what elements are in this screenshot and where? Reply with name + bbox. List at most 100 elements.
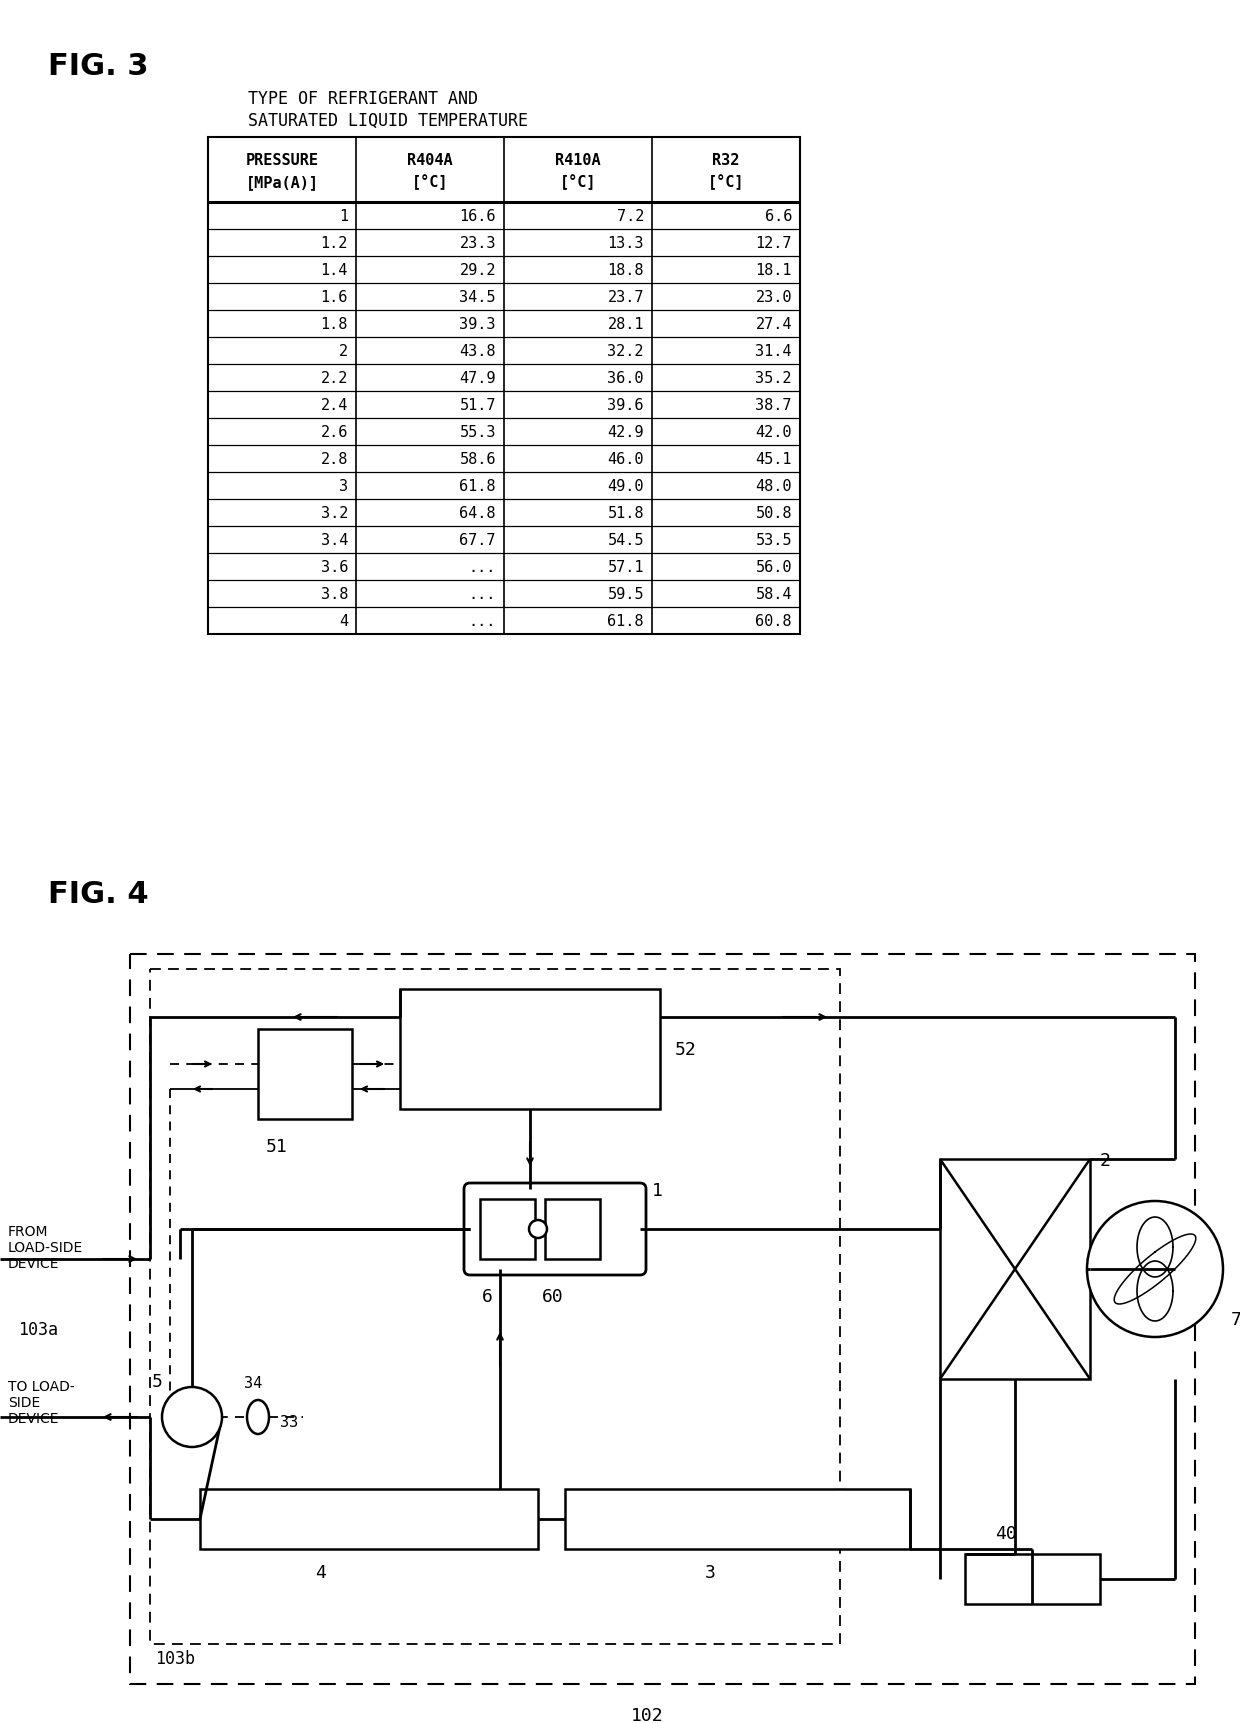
Text: R410A: R410A — [556, 153, 601, 167]
Text: 1.4: 1.4 — [321, 264, 348, 277]
Text: 29.2: 29.2 — [460, 264, 496, 277]
Text: 51: 51 — [267, 1137, 288, 1156]
Text: 4: 4 — [339, 613, 348, 629]
Text: 46.0: 46.0 — [608, 451, 644, 467]
Text: 3.6: 3.6 — [321, 560, 348, 575]
Text: 2: 2 — [339, 345, 348, 358]
Bar — [258, 1029, 352, 1120]
Text: TO LOAD-
SIDE
DEVICE: TO LOAD- SIDE DEVICE — [7, 1378, 74, 1425]
Text: 49.0: 49.0 — [608, 479, 644, 495]
Text: 61.8: 61.8 — [608, 613, 644, 629]
Circle shape — [162, 1387, 222, 1447]
Text: FIG. 3: FIG. 3 — [48, 52, 149, 81]
Text: R32: R32 — [712, 153, 740, 167]
Text: 7.2: 7.2 — [616, 208, 644, 224]
Text: 48.0: 48.0 — [755, 479, 792, 495]
Text: 35.2: 35.2 — [755, 370, 792, 386]
Bar — [150, 970, 839, 1644]
Text: 1: 1 — [652, 1182, 663, 1199]
Ellipse shape — [247, 1401, 269, 1434]
Bar — [565, 1489, 910, 1549]
Text: 31.4: 31.4 — [755, 345, 792, 358]
Circle shape — [529, 1220, 547, 1239]
Text: 16.6: 16.6 — [460, 208, 496, 224]
Text: FIG. 4: FIG. 4 — [48, 879, 149, 908]
Text: R404A: R404A — [407, 153, 453, 167]
Text: 3.4: 3.4 — [321, 532, 348, 548]
Text: 34: 34 — [244, 1375, 262, 1390]
Text: 43.8: 43.8 — [460, 345, 496, 358]
Bar — [480, 1199, 534, 1260]
Text: 23.0: 23.0 — [755, 289, 792, 305]
Text: 103a: 103a — [19, 1320, 58, 1339]
Text: 23.3: 23.3 — [460, 236, 496, 252]
Text: 1.8: 1.8 — [321, 317, 348, 333]
Text: 2.4: 2.4 — [321, 398, 348, 414]
Bar — [546, 1199, 600, 1260]
Text: 18.1: 18.1 — [755, 264, 792, 277]
Text: FROM
LOAD-SIDE
DEVICE: FROM LOAD-SIDE DEVICE — [7, 1225, 83, 1270]
Text: TYPE OF REFRIGERANT AND: TYPE OF REFRIGERANT AND — [248, 90, 477, 109]
Text: 47.9: 47.9 — [460, 370, 496, 386]
Text: 13.3: 13.3 — [608, 236, 644, 252]
Text: PRESSURE: PRESSURE — [246, 153, 319, 167]
Text: 39.3: 39.3 — [460, 317, 496, 333]
Text: 59.5: 59.5 — [608, 586, 644, 601]
Text: 64.8: 64.8 — [460, 507, 496, 520]
Text: 12.7: 12.7 — [755, 236, 792, 252]
Text: 2.2: 2.2 — [321, 370, 348, 386]
Text: 53.5: 53.5 — [755, 532, 792, 548]
Text: 1.2: 1.2 — [321, 236, 348, 252]
Text: [MPa(A)]: [MPa(A)] — [246, 176, 319, 190]
Text: 38.7: 38.7 — [755, 398, 792, 414]
Text: 51.7: 51.7 — [460, 398, 496, 414]
Bar — [965, 1554, 1100, 1604]
Text: 1: 1 — [339, 208, 348, 224]
Text: 4: 4 — [315, 1563, 326, 1582]
Text: 2.6: 2.6 — [321, 426, 348, 439]
Text: 28.1: 28.1 — [608, 317, 644, 333]
FancyBboxPatch shape — [464, 1184, 646, 1275]
Text: 54.5: 54.5 — [608, 532, 644, 548]
Text: 45.1: 45.1 — [755, 451, 792, 467]
Text: 6.6: 6.6 — [765, 208, 792, 224]
Text: 39.6: 39.6 — [608, 398, 644, 414]
Text: 1.6: 1.6 — [321, 289, 348, 305]
Text: 42.9: 42.9 — [608, 426, 644, 439]
Text: ...: ... — [469, 560, 496, 575]
Bar — [940, 1160, 1090, 1378]
Text: 67.7: 67.7 — [460, 532, 496, 548]
Text: 5: 5 — [153, 1372, 162, 1390]
Text: [°C]: [°C] — [708, 174, 744, 190]
Text: 32.2: 32.2 — [608, 345, 644, 358]
Text: 3: 3 — [706, 1563, 715, 1582]
Text: 57.1: 57.1 — [608, 560, 644, 575]
Text: 33: 33 — [280, 1415, 299, 1430]
Text: 52: 52 — [675, 1041, 697, 1058]
Text: 55.3: 55.3 — [460, 426, 496, 439]
Text: 58.6: 58.6 — [460, 451, 496, 467]
Text: 103b: 103b — [155, 1649, 195, 1668]
Bar — [401, 989, 660, 1110]
Text: 2.8: 2.8 — [321, 451, 348, 467]
Text: 23.7: 23.7 — [608, 289, 644, 305]
Text: 60.8: 60.8 — [755, 613, 792, 629]
Text: 18.8: 18.8 — [608, 264, 644, 277]
Circle shape — [1087, 1201, 1223, 1337]
Text: 61.8: 61.8 — [460, 479, 496, 495]
Text: 42.0: 42.0 — [755, 426, 792, 439]
Text: 58.4: 58.4 — [755, 586, 792, 601]
Text: 7: 7 — [1231, 1309, 1240, 1328]
Text: 3.8: 3.8 — [321, 586, 348, 601]
Text: 2: 2 — [1100, 1151, 1111, 1170]
Text: ...: ... — [469, 613, 496, 629]
Text: 56.0: 56.0 — [755, 560, 792, 575]
Bar — [130, 955, 1195, 1683]
Text: [°C]: [°C] — [412, 174, 448, 190]
Bar — [208, 138, 800, 634]
Text: 34.5: 34.5 — [460, 289, 496, 305]
Text: ...: ... — [469, 586, 496, 601]
Text: SATURATED LIQUID TEMPERATURE: SATURATED LIQUID TEMPERATURE — [248, 112, 528, 129]
Text: 50.8: 50.8 — [755, 507, 792, 520]
Text: 40: 40 — [994, 1525, 1017, 1542]
